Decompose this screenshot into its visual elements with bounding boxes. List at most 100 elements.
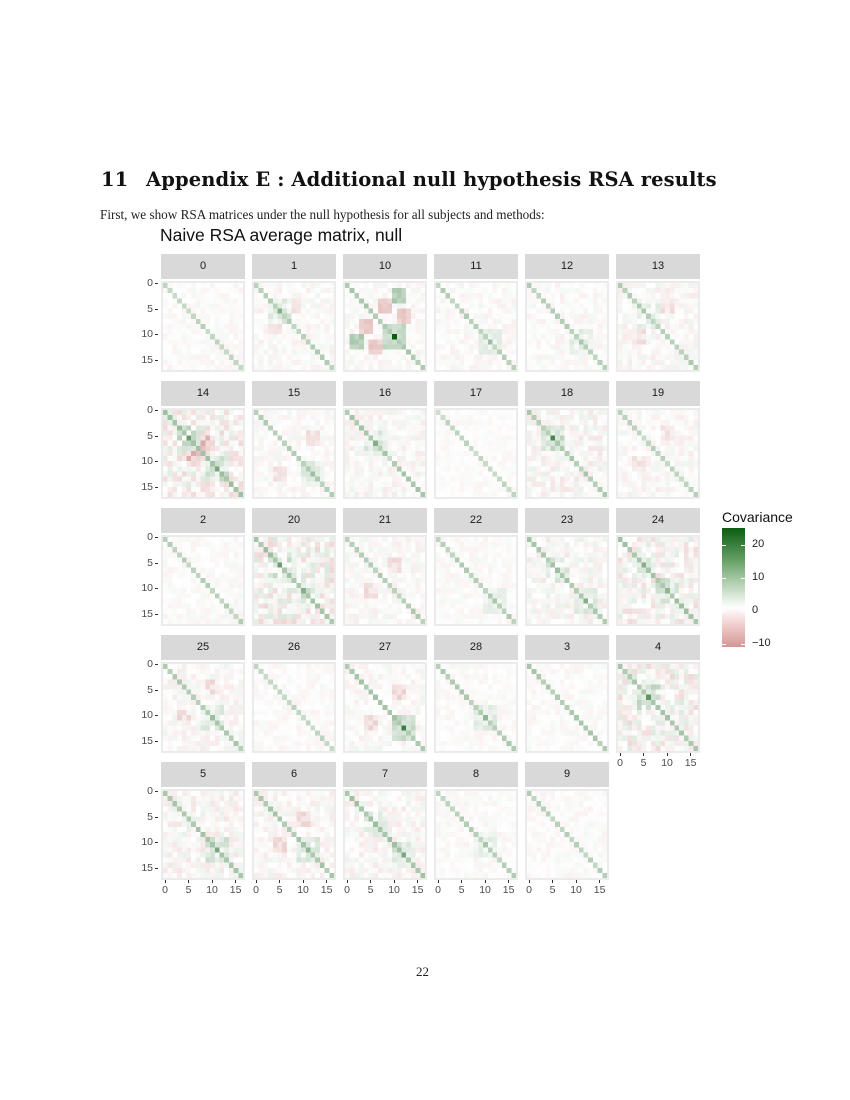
y-axis-tick-label: 10: [133, 455, 158, 467]
facet-strip-label: 11: [434, 254, 518, 279]
y-axis-tick-label: 15: [133, 354, 158, 366]
facet-strip-label: 0: [161, 254, 245, 279]
x-axis-tick-label: 15: [226, 880, 246, 896]
facet-strip-label: 5: [161, 762, 245, 787]
x-axis-tick-label: 10: [657, 753, 677, 769]
y-axis-tick-label: 0: [133, 404, 158, 416]
x-axis-tick-label: 15: [499, 880, 519, 896]
facet-strip-label: 3: [525, 635, 609, 660]
x-axis-tick-label: 0: [246, 880, 266, 896]
covariance-matrix: [525, 662, 609, 753]
covariance-matrix: [616, 535, 700, 626]
x-axis-tick-label: 5: [543, 880, 563, 896]
y-axis-tick-label: 15: [133, 481, 158, 493]
section-title: Appendix E : Additional null hypothesis …: [146, 168, 717, 191]
covariance-matrix: [343, 535, 427, 626]
x-axis-tick-label: 5: [452, 880, 472, 896]
covariance-matrix: [525, 281, 609, 372]
facet-strip-label: 20: [252, 508, 336, 533]
y-axis-tick-label: 10: [133, 836, 158, 848]
x-axis-tick-label: 5: [634, 753, 654, 769]
x-axis-tick-label: 10: [475, 880, 495, 896]
x-axis-tick-label: 0: [519, 880, 539, 896]
covariance-matrix: [161, 535, 245, 626]
section-heading: 11 Appendix E : Additional null hypothesi…: [101, 168, 717, 191]
y-axis-tick-label: 5: [133, 430, 158, 442]
x-axis-tick-label: 10: [384, 880, 404, 896]
y-axis-tick-label: 10: [133, 582, 158, 594]
facet-strip-label: 19: [616, 381, 700, 406]
covariance-matrix: [252, 789, 336, 880]
x-axis-tick-label: 15: [681, 753, 701, 769]
covariance-matrix: [434, 281, 518, 372]
x-axis-tick-label: 0: [337, 880, 357, 896]
y-axis-tick-label: 15: [133, 608, 158, 620]
facet-strip-label: 1: [252, 254, 336, 279]
covariance-matrix: [161, 281, 245, 372]
facet-strip-label: 13: [616, 254, 700, 279]
legend-colorbar: [722, 528, 745, 647]
legend-label-0: 0: [752, 604, 759, 616]
covariance-matrix: [161, 408, 245, 499]
x-axis-tick-label: 10: [202, 880, 222, 896]
facet-strip-label: 27: [343, 635, 427, 660]
x-axis-tick-label: 15: [317, 880, 337, 896]
covariance-matrix: [343, 662, 427, 753]
covariance-matrix: [252, 535, 336, 626]
facet-strip-label: 22: [434, 508, 518, 533]
facet-strip-label: 12: [525, 254, 609, 279]
covariance-matrix: [343, 408, 427, 499]
facet-strip-label: 14: [161, 381, 245, 406]
facet-strip-label: 23: [525, 508, 609, 533]
y-axis-tick-label: 0: [133, 785, 158, 797]
covariance-matrix: [434, 789, 518, 880]
facet-strip-label: 10: [343, 254, 427, 279]
x-axis-tick-label: 0: [610, 753, 630, 769]
intro-paragraph: First, we show RSA matrices under the nu…: [100, 207, 545, 222]
y-axis-tick-label: 10: [133, 709, 158, 721]
x-axis-tick-label: 10: [293, 880, 313, 896]
covariance-matrix: [434, 535, 518, 626]
facet-strip-label: 7: [343, 762, 427, 787]
facet-strip-label: 25: [161, 635, 245, 660]
facet-strip-label: 28: [434, 635, 518, 660]
legend-label-10: 10: [752, 571, 765, 583]
facet-strip-label: 26: [252, 635, 336, 660]
facet-strip-label: 18: [525, 381, 609, 406]
covariance-matrix: [343, 789, 427, 880]
x-axis-tick-label: 5: [361, 880, 381, 896]
covariance-matrix: [343, 281, 427, 372]
facet-strip-label: 15: [252, 381, 336, 406]
facet-strip-label: 17: [434, 381, 518, 406]
covariance-matrix: [525, 535, 609, 626]
legend-label-neg10: −10: [752, 637, 771, 649]
x-axis-tick-label: 0: [428, 880, 448, 896]
facet-strip-label: 8: [434, 762, 518, 787]
y-axis-tick-label: 0: [133, 531, 158, 543]
x-axis-tick-label: 5: [179, 880, 199, 896]
legend-label-20: 20: [752, 538, 765, 550]
x-axis-tick-label: 5: [270, 880, 290, 896]
y-axis-tick-label: 0: [133, 277, 158, 289]
x-axis-tick-label: 15: [408, 880, 428, 896]
facet-strip-label: 6: [252, 762, 336, 787]
covariance-matrix: [616, 408, 700, 499]
covariance-matrix: [616, 281, 700, 372]
y-axis-tick-label: 5: [133, 811, 158, 823]
x-axis-tick-label: 15: [590, 880, 610, 896]
covariance-matrix: [434, 662, 518, 753]
y-axis-tick-label: 15: [133, 862, 158, 874]
covariance-matrix: [616, 662, 700, 753]
covariance-matrix: [161, 662, 245, 753]
x-axis-tick-label: 0: [155, 880, 175, 896]
x-axis-tick-label: 10: [566, 880, 586, 896]
y-axis-tick-label: 5: [133, 303, 158, 315]
y-axis-tick-label: 5: [133, 684, 158, 696]
covariance-matrix: [525, 408, 609, 499]
page-number: 22: [416, 964, 429, 979]
covariance-matrix: [252, 281, 336, 372]
covariance-matrix: [252, 408, 336, 499]
y-axis-tick-label: 10: [133, 328, 158, 340]
covariance-matrix: [525, 789, 609, 880]
facet-strip-label: 2: [161, 508, 245, 533]
